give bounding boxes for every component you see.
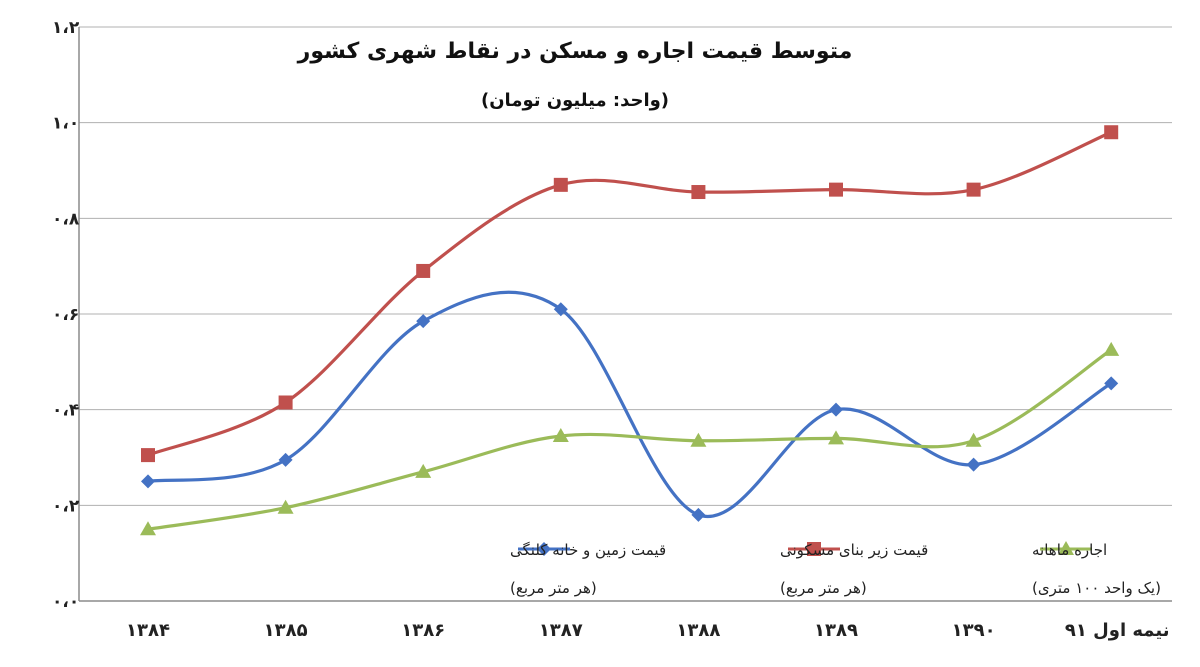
y-tick-label: ۱،۲: [52, 18, 80, 38]
y-tick-label: ۰،۴: [52, 401, 79, 421]
x-tick-label: ۱۳۸۷: [539, 620, 583, 641]
series-group: [140, 125, 1120, 536]
x-axis-ticks: ۱۳۸۴ ۱۳۸۵ ۱۳۸۶ ۱۳۸۷ ۱۳۸۸ ۱۳۸۹ ۱۳۹۰ نیمه اول ۹۱: [126, 620, 1169, 641]
legend-unit-note: (یک واحد ۱۰۰ متری): [1032, 579, 1161, 597]
data-point-triangle: [415, 463, 432, 478]
x-tick-label: ۱۳۸۴: [126, 620, 170, 641]
data-point-square: [553, 177, 568, 192]
data-point-square: [807, 542, 821, 556]
series-1: [141, 290, 1119, 522]
x-tick-label: ۱۳۸۹: [814, 620, 858, 641]
legend-label: قیمت زیر بنای مسکونی: [780, 541, 928, 559]
data-point-triangle: [690, 432, 707, 447]
legend-unit-note: (هر متر مربع): [510, 579, 597, 597]
series-line: [146, 290, 1113, 519]
chart-legend: قیمت زمین و خانه کلنگی(هر متر مربع)قیمت …: [510, 541, 1161, 597]
data-point-diamond: [553, 302, 568, 317]
y-tick-label: ۰،۸: [52, 209, 80, 229]
series-2: [141, 125, 1119, 463]
x-tick-label: ۱۳۸۵: [264, 620, 308, 641]
data-point-square: [278, 395, 293, 410]
x-tick-label: ۱۳۹۰: [952, 620, 996, 641]
data-point-diamond: [829, 402, 843, 417]
data-point-diamond: [141, 474, 155, 489]
data-point-triangle: [1103, 341, 1120, 356]
series-3: [140, 341, 1120, 536]
data-point-triangle: [277, 499, 294, 514]
legend-unit-note: (هر متر مربع): [780, 579, 867, 597]
data-point-square: [829, 182, 843, 197]
x-tick-label: ۱۳۸۶: [401, 620, 445, 641]
data-point-square: [141, 448, 155, 463]
legend-item: اجاره ماهانه (یک واحد ۱۰۰ متری): [1032, 541, 1161, 597]
series-line: [146, 348, 1113, 531]
data-point-diamond: [966, 457, 981, 472]
data-point-triangle: [828, 430, 844, 445]
data-point-triangle: [965, 432, 982, 447]
x-tick-label: نیمه اول ۹۱: [1065, 620, 1170, 641]
y-tick-label: ۱،۰: [52, 114, 79, 134]
data-point-square: [966, 182, 981, 197]
chart-subtitle: (واحد: میلیون تومان): [481, 90, 669, 111]
x-tick-label: ۱۳۸۸: [676, 620, 720, 641]
data-point-diamond: [1104, 376, 1119, 391]
data-point-square: [691, 185, 706, 200]
y-axis-ticks: ۰،۰ ۰،۲ ۰،۴ ۰،۶ ۰،۸ ۱،۰ ۱،۲: [52, 18, 80, 612]
data-point-triangle: [140, 521, 156, 536]
data-point-diamond: [691, 507, 706, 522]
data-point-triangle: [552, 427, 569, 442]
series-line: [146, 130, 1113, 457]
data-point-diamond: [416, 314, 431, 329]
data-point-square: [416, 263, 431, 278]
legend-label: اجاره ماهانه: [1032, 541, 1107, 559]
data-point-triangle: [1058, 541, 1074, 555]
legend-label: قیمت زمین و خانه کلنگی: [510, 541, 666, 559]
y-tick-label: ۰،۲: [52, 496, 80, 516]
legend-item: قیمت زیر بنای مسکونی (هر متر مربع): [780, 541, 928, 597]
data-point-square: [1104, 125, 1119, 140]
data-point-diamond: [537, 542, 551, 556]
y-tick-label: ۰،۶: [52, 305, 79, 325]
data-point-diamond: [278, 452, 293, 467]
legend-item: قیمت زمین و خانه کلنگی (هر متر مربع): [510, 541, 666, 597]
y-tick-label: ۰،۰: [52, 592, 79, 612]
chart-title: متوسط قیمت اجاره و مسکن در نقاط شهری کشو…: [297, 39, 853, 64]
